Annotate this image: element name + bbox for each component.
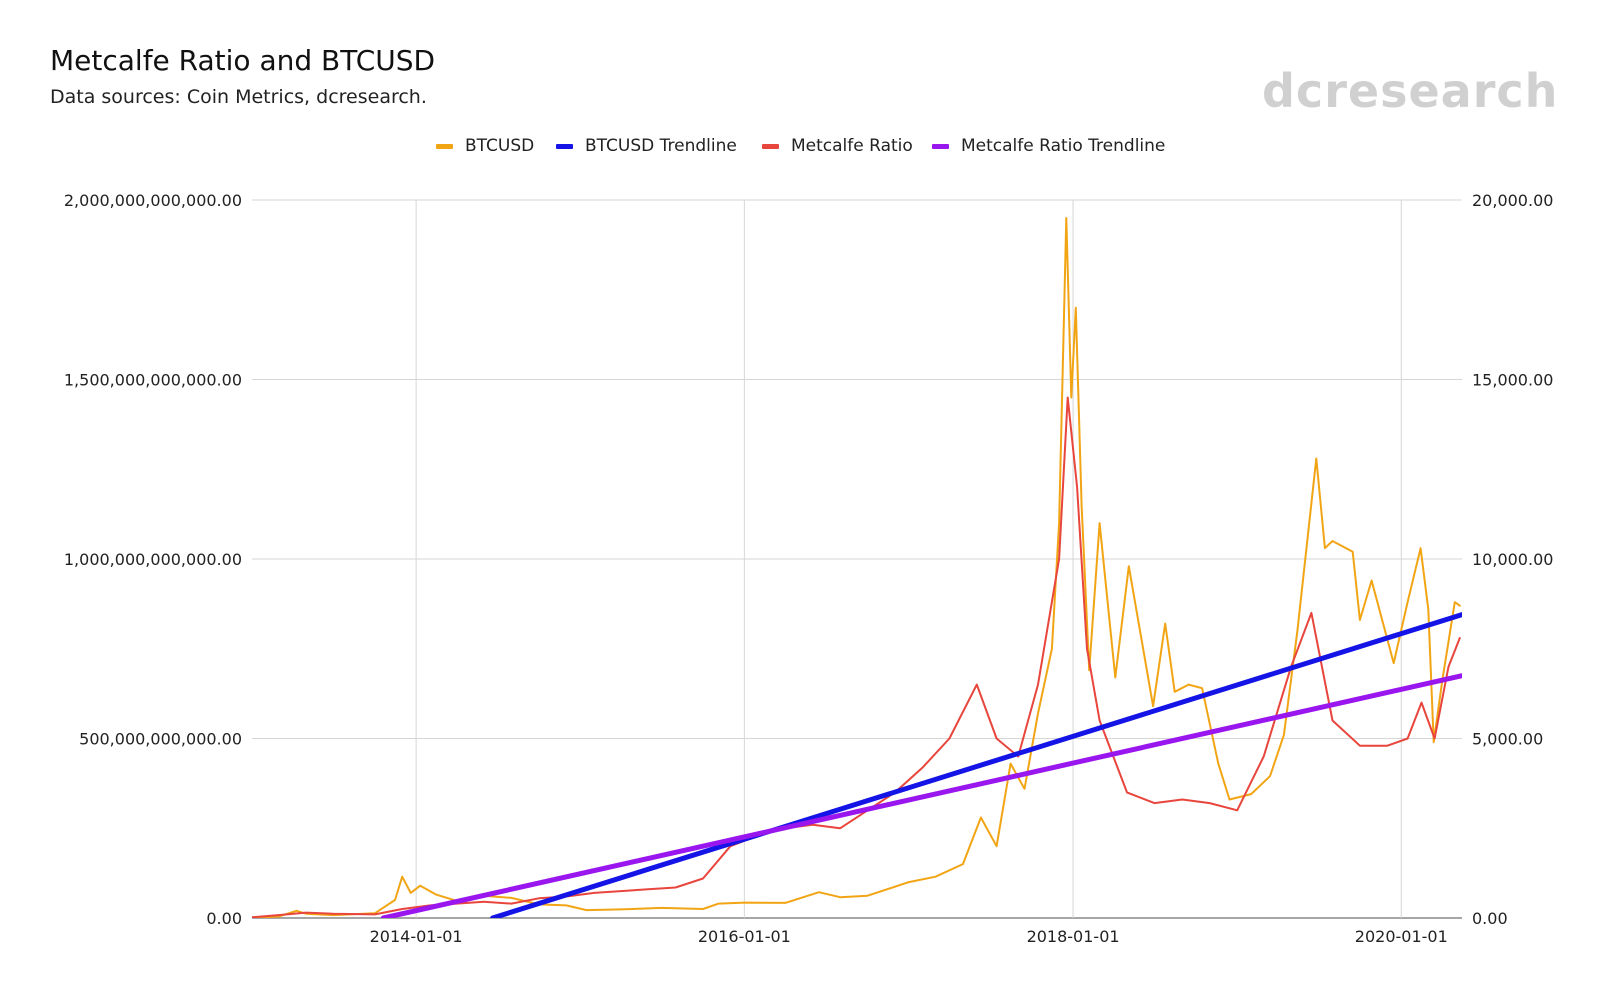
brand-wordmark: dcresearch [1262, 64, 1559, 118]
x-tick-label: 2014-01-01 [370, 927, 463, 946]
y-left-tick-label: 500,000,000,000.00 [79, 730, 242, 749]
chart-legend: BTCUSD BTCUSD Trendline Metcalfe Ratio Metc… [0, 136, 1600, 162]
legend-swatch [762, 143, 779, 149]
series-line-metcalfe-ratio-trendline [380, 673, 1462, 918]
legend-item: BTCUSD Trendline [556, 136, 737, 156]
y-right-tick-label: 0.00 [1472, 909, 1508, 928]
y-left-tick-label: 0.00 [206, 909, 242, 928]
y-left-tick-label: 1,000,000,000,000.00 [64, 550, 242, 569]
series-line-metcalfe-ratio [252, 396, 1461, 918]
legend-label: Metcalfe Ratio Trendline [961, 136, 1166, 156]
legend-item: Metcalfe Ratio Trendline [932, 136, 1165, 156]
y-right-tick-label: 10,000.00 [1472, 550, 1553, 569]
x-tick-label: 2020-01-01 [1355, 927, 1448, 946]
legend-item: BTCUSD [436, 136, 534, 156]
legend-label: Metcalfe Ratio [791, 136, 913, 156]
series-line-btcusd-trendline [490, 612, 1462, 918]
chart-title: Metcalfe Ratio and BTCUSD [50, 44, 436, 77]
y-left-tick-label: 2,000,000,000,000.00 [64, 191, 242, 210]
legend-label: BTCUSD Trendline [585, 136, 737, 156]
legend-swatch [436, 143, 453, 149]
x-tick-label: 2018-01-01 [1027, 927, 1120, 946]
y-right-tick-label: 15,000.00 [1472, 371, 1553, 390]
y-right-tick-label: 5,000.00 [1472, 730, 1543, 749]
chart-subtitle: Data sources: Coin Metrics, dcresearch. [50, 86, 427, 108]
x-tick-label: 2016-01-01 [698, 927, 791, 946]
legend-swatch [556, 143, 573, 149]
y-left-tick-label: 1,500,000,000,000.00 [64, 371, 242, 390]
legend-item: Metcalfe Ratio [762, 136, 913, 156]
legend-swatch [932, 143, 949, 149]
y-right-tick-label: 20,000.00 [1472, 191, 1553, 210]
legend-label: BTCUSD [465, 136, 535, 156]
